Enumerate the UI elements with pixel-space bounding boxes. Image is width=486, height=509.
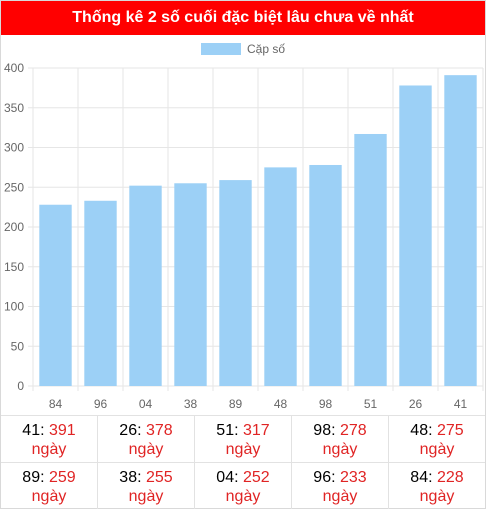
pair-number: 41 xyxy=(22,422,41,439)
pair-number: 48 xyxy=(410,422,429,439)
x-tick-label: 84 xyxy=(49,397,63,411)
stats-table: 41: 391 ngày 26: 378 ngày 51: 317 ngày 9… xyxy=(1,415,485,509)
days-unit: ngày xyxy=(31,441,67,458)
stats-cell: 96: 233 ngày xyxy=(291,463,388,509)
days-count: 233 xyxy=(339,469,367,486)
pair-number: 89 xyxy=(22,469,41,486)
days-unit: ngày xyxy=(419,488,455,505)
days-count: 228 xyxy=(436,469,464,486)
bar xyxy=(354,133,387,386)
y-tick-label: 150 xyxy=(4,260,24,274)
days-count: 275 xyxy=(436,422,464,439)
days-count: 255 xyxy=(145,469,173,486)
days-unit: ngày xyxy=(419,441,455,458)
pair-number: 04 xyxy=(216,469,235,486)
bar xyxy=(84,200,117,386)
x-tick-label: 98 xyxy=(319,397,333,411)
stats-row: 89: 259 ngày 38: 255 ngày 04: 252 ngày 9… xyxy=(1,462,485,509)
stats-cell: 84: 228 ngày xyxy=(388,463,485,509)
bar xyxy=(264,167,297,386)
x-tick-label: 26 xyxy=(409,397,423,411)
days-unit: ngày xyxy=(128,441,164,458)
chart-title: Thống kê 2 số cuối đặc biệt lâu chưa về … xyxy=(1,1,485,35)
stats-cell: 51: 317 ngày xyxy=(194,416,291,462)
bar xyxy=(174,183,207,386)
days-count: 252 xyxy=(242,469,270,486)
days-count: 259 xyxy=(48,469,76,486)
days-count: 317 xyxy=(242,422,270,439)
bar xyxy=(219,180,252,386)
days-unit: ngày xyxy=(322,441,358,458)
x-tick-label: 48 xyxy=(274,397,288,411)
bar-chart: 0 50 100 150 200 250 300 350 400 84 96 04 38 89 48 98 51… xyxy=(4,61,484,411)
y-tick-label: 300 xyxy=(4,141,24,155)
y-tick-label: 100 xyxy=(4,300,24,314)
pair-number: 96 xyxy=(313,469,332,486)
legend-swatch xyxy=(200,43,241,55)
x-tick-label: 96 xyxy=(94,397,108,411)
chart-legend[interactable]: Cặp số xyxy=(1,42,485,56)
stats-cell: 89: 259 ngày xyxy=(22,469,76,505)
days-unit: ngày xyxy=(128,488,164,505)
bar xyxy=(309,164,342,386)
y-tick-label: 50 xyxy=(11,339,25,353)
x-tick-label: 51 xyxy=(364,397,378,411)
days-count: 378 xyxy=(145,422,173,439)
bar xyxy=(39,204,72,386)
stats-cell: 41: 391 ngày xyxy=(22,422,76,458)
stats-cell: 26: 378 ngày xyxy=(97,416,194,462)
y-tick-label: 0 xyxy=(17,379,24,393)
x-tick-label: 89 xyxy=(229,397,243,411)
days-count: 391 xyxy=(48,422,76,439)
days-unit: ngày xyxy=(31,488,67,505)
pair-number: 84 xyxy=(410,469,429,486)
bar xyxy=(129,185,162,386)
legend-label: Cặp số xyxy=(246,42,286,56)
stats-cell: 04: 252 ngày xyxy=(194,463,291,509)
bar xyxy=(399,85,432,387)
y-tick-label: 400 xyxy=(4,61,24,75)
days-unit: ngày xyxy=(322,488,358,505)
y-tick-label: 350 xyxy=(4,101,24,115)
days-unit: ngày xyxy=(225,488,261,505)
pair-number: 51 xyxy=(216,422,235,439)
days-count: 278 xyxy=(339,422,367,439)
pair-number: 38 xyxy=(119,469,138,486)
bar xyxy=(444,75,477,386)
stats-cell: 48: 275 ngày xyxy=(388,416,485,462)
stats-row: 41: 391 ngày 26: 378 ngày 51: 317 ngày 9… xyxy=(1,416,485,462)
x-tick-label: 04 xyxy=(139,397,153,411)
y-tick-label: 250 xyxy=(4,180,24,194)
y-tick-label: 200 xyxy=(4,220,24,234)
pair-number: 26 xyxy=(119,422,138,439)
stats-cell: 38: 255 ngày xyxy=(97,463,194,509)
x-tick-label: 38 xyxy=(184,397,198,411)
pair-number: 98 xyxy=(313,422,332,439)
x-tick-label: 41 xyxy=(454,397,468,411)
days-unit: ngày xyxy=(225,441,261,458)
stats-cell: 98: 278 ngày xyxy=(291,416,388,462)
